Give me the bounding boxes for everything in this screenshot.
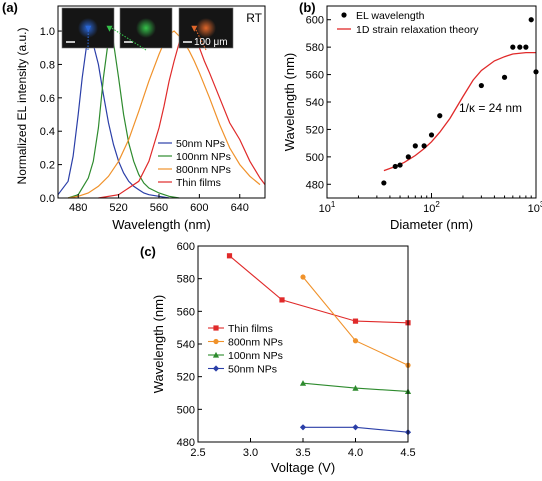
c-series-3-point-2 xyxy=(352,385,359,391)
b-legend-label-1: EL wavelength xyxy=(356,10,425,22)
a-inset-spot-2 xyxy=(136,18,156,38)
c-ytick-label-3: 520 xyxy=(177,372,195,384)
c-series-1-point-2 xyxy=(279,297,285,303)
a-inset-spot-3 xyxy=(196,18,216,38)
b-data-point-7 xyxy=(428,132,435,138)
b-data-point-11 xyxy=(510,44,516,50)
b-xtick-label-2: 102 xyxy=(423,200,440,215)
c-legend-label-2: 800nm NPs xyxy=(228,337,283,349)
c-xtick-label-1: 2.5 xyxy=(190,447,205,459)
a-xtick-label-5: 640 xyxy=(231,202,249,214)
a-legend-label-4: Thin films xyxy=(176,177,221,189)
c-ytick-label-4: 540 xyxy=(177,339,195,351)
c-legend-label-3: 100nm NPs xyxy=(228,350,283,362)
b-data-point-9 xyxy=(478,82,484,89)
c-series-1-point-1 xyxy=(226,253,233,259)
c-legend-marker-1 xyxy=(213,325,219,331)
c-xtick-label-3: 3.5 xyxy=(295,447,310,459)
a-series-line-2 xyxy=(67,30,180,199)
b-annotation-kappa: 1/κ = 24 nm xyxy=(459,101,522,115)
b-data-point-14 xyxy=(528,17,534,23)
a-plot-area xyxy=(57,5,266,199)
a-ytick-label-1: 0.0 xyxy=(40,193,55,205)
a-ytick-label-6: 1.0 xyxy=(40,26,55,38)
a-inset-arrowhead-3 xyxy=(191,25,198,32)
a-xtick-label-1: 480 xyxy=(69,202,87,214)
a-xtick-label-4: 600 xyxy=(190,202,208,214)
c-ytick-label-6: 580 xyxy=(177,274,195,286)
c-legend-label-1: Thin films xyxy=(228,323,273,335)
c-legend-marker-2 xyxy=(213,338,219,345)
c-ytick-label-5: 560 xyxy=(177,306,195,318)
c-series-4-point-1 xyxy=(299,424,307,431)
b-ytick-label-3: 520 xyxy=(306,124,324,136)
b-ytick-label-7: 600 xyxy=(306,15,324,27)
c-xtick-label-2: 3.0 xyxy=(243,447,258,459)
a-inset-arrowhead-1 xyxy=(85,25,92,32)
b-x-axis-label: Diameter (nm) xyxy=(390,217,473,232)
a-inset-arrow-2 xyxy=(109,26,147,51)
c-series-1-point-3 xyxy=(352,318,359,324)
b-legend-label-2: 1D strain relaxation theory xyxy=(356,24,479,36)
b-data-point-5 xyxy=(412,143,418,149)
a-scale-label: 100 μm xyxy=(194,37,228,48)
b-panel-label: (b) xyxy=(299,0,316,15)
c-ytick-label-2: 500 xyxy=(177,404,195,416)
b-data-point-4 xyxy=(405,154,411,160)
b-data-point-13 xyxy=(523,44,529,50)
c-xtick-label-5: 4.5 xyxy=(400,447,415,459)
b-legend-swatch-1 xyxy=(341,12,347,18)
b-ytick-label-6: 580 xyxy=(306,42,324,54)
a-y-axis-label: Normalized EL intensity (a.u.) xyxy=(15,28,29,185)
c-series-4-point-2 xyxy=(352,424,359,431)
c-ytick-label-1: 480 xyxy=(177,437,195,449)
b-ytick-label-5: 560 xyxy=(306,70,324,82)
b-data-point-12 xyxy=(517,44,523,50)
a-x-axis-label: Wavelength (nm) xyxy=(112,217,211,232)
b-data-point-3 xyxy=(397,162,403,168)
c-panel-label: (c) xyxy=(140,244,156,259)
a-xtick-label-2: 520 xyxy=(109,202,127,214)
c-series-2-point-1 xyxy=(300,274,306,280)
c-legend-label-4: 50nm NPs xyxy=(228,364,277,376)
c-ytick-label-7: 600 xyxy=(177,241,195,253)
b-y-axis-label: Wavelength (nm) xyxy=(282,53,297,152)
b-xtick-label-1: 101 xyxy=(319,200,336,215)
a-legend-label-3: 800nm NPs xyxy=(176,164,231,176)
b-data-point-10 xyxy=(501,74,508,80)
b-ytick-label-2: 500 xyxy=(306,152,324,164)
c-x-axis-label: Voltage (V) xyxy=(271,460,335,475)
b-data-point-2 xyxy=(392,163,398,170)
c-y-axis-label: Wavelength (nm) xyxy=(151,295,166,394)
c-series-2-point-2 xyxy=(352,338,359,344)
a-ytick-label-4: 0.6 xyxy=(40,93,55,105)
a-xtick-label-3: 560 xyxy=(150,202,168,214)
a-series-line-1 xyxy=(57,29,170,199)
b-data-point-1 xyxy=(381,180,387,186)
a-ytick-label-2: 0.2 xyxy=(40,160,55,172)
a-inset-arrow-3 xyxy=(193,26,207,51)
c-legend-marker-3 xyxy=(212,351,220,358)
a-ytick-label-5: 0.8 xyxy=(40,59,55,71)
a-legend-label-2: 100nm NPs xyxy=(176,151,231,163)
a-panel-label: (a) xyxy=(2,0,18,15)
c-xtick-label-4: 4.0 xyxy=(348,447,363,459)
b-xtick-label-3: 103 xyxy=(528,200,542,215)
b-ytick-label-1: 480 xyxy=(306,179,324,191)
a-ytick-label-3: 0.4 xyxy=(40,126,55,138)
a-annotation-rt: RT xyxy=(246,11,262,25)
b-data-point-8 xyxy=(437,113,443,119)
c-series-3-point-1 xyxy=(299,380,307,386)
b-data-point-6 xyxy=(421,143,427,149)
a-legend-label-1: 50nm NPs xyxy=(176,138,225,150)
c-series-line-1 xyxy=(229,255,409,324)
c-legend-marker-4 xyxy=(212,365,220,372)
b-ytick-label-4: 540 xyxy=(306,97,324,109)
a-inset-arrowhead-2 xyxy=(106,25,113,32)
